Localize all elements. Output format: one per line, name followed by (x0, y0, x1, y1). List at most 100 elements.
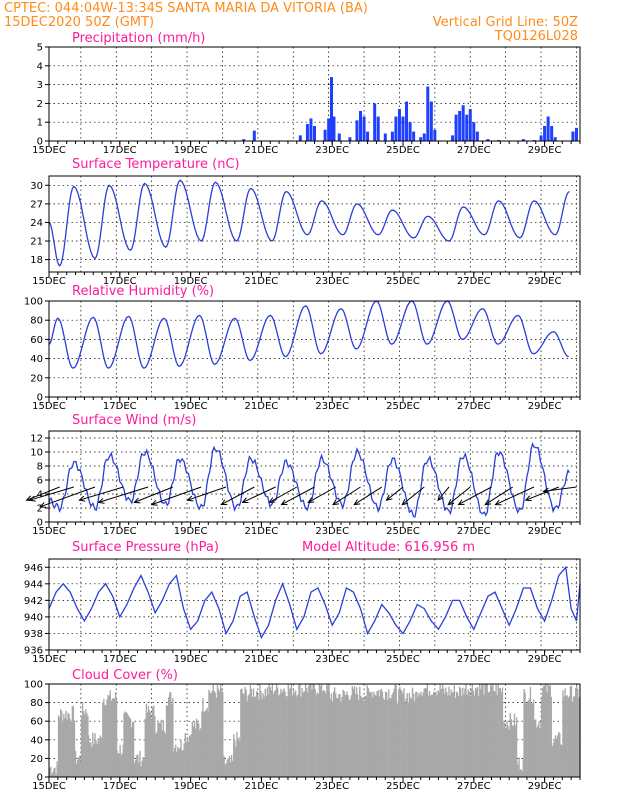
cloud-bar (50, 766, 52, 777)
cloud-cover-xtick-label: 19DEC (174, 781, 208, 792)
cloud-cover-xtick-label: 23DEC (315, 781, 349, 792)
cloud-bar (122, 744, 124, 777)
precipitation-ytick-label: 1 (37, 118, 43, 129)
wind-xtick-label: 19DEC (174, 526, 208, 537)
cloud-bar (443, 688, 445, 777)
cloud-bar (351, 686, 354, 777)
cloud-bar (66, 719, 68, 777)
temperature-xtick-label: 17DEC (103, 276, 137, 287)
cloud-bar (457, 696, 460, 777)
cloud-bar (259, 684, 261, 777)
wind-vector-head (332, 499, 340, 506)
cloud-bar (124, 711, 126, 777)
cloud-bar (530, 703, 533, 777)
cloud-bar (549, 685, 551, 777)
cloud-bar (221, 688, 223, 777)
cloud-bar (321, 691, 324, 777)
cloud-bar (509, 713, 511, 777)
precip-bar (550, 125, 554, 141)
cloud-bar (519, 769, 521, 777)
temperature-xtick-label: 19DEC (174, 276, 208, 287)
humidity-panel: Relative Humidity (%) 0 20 40 60 80 100 15DEC 17… (24, 284, 581, 412)
cloud-bar (546, 691, 548, 777)
cloud-bar (251, 697, 254, 777)
cloud-bar (137, 754, 139, 777)
cloud-bar (212, 684, 214, 777)
cloud-bar (173, 748, 176, 777)
wind-vector-head (220, 499, 228, 506)
cloud-bar (516, 760, 518, 777)
cloud-bar (390, 698, 392, 777)
cloud-bar (140, 766, 142, 777)
cloud-bar (127, 715, 129, 777)
cloud-bar (288, 689, 291, 777)
cloud-bar (282, 690, 284, 777)
cloud-bar (440, 689, 442, 777)
precip-bar (390, 131, 394, 141)
cloud-bar (74, 750, 77, 777)
cloud-bar (72, 705, 75, 777)
wind-vector-head (385, 494, 393, 501)
cloud-bar (358, 700, 360, 777)
cloud-bar (517, 764, 519, 777)
cloud-bar (536, 727, 538, 777)
cloud-bar (324, 690, 326, 777)
cloud-bar (504, 723, 506, 777)
cloud-bar (117, 753, 119, 777)
cloud-bar (552, 742, 555, 777)
cloud-bar (537, 725, 539, 777)
cloud-bar (194, 728, 197, 777)
precipitation-ytick-label: 2 (37, 99, 43, 110)
cloud-bar (320, 684, 323, 777)
wind-vector-head (280, 499, 288, 506)
cloud-bar (329, 698, 332, 777)
cloud-bar (567, 697, 569, 777)
cloud-bar (79, 755, 81, 777)
cloud-bar (315, 694, 317, 777)
temperature-xtick-label: 25DEC (386, 276, 420, 287)
precip-bar (458, 110, 462, 141)
cloud-bar (64, 718, 66, 777)
cloud-bar (540, 721, 542, 777)
cloud-bar (207, 712, 209, 777)
cloud-bar (547, 684, 549, 777)
cloud-bar (150, 718, 153, 777)
cloud-bar (308, 685, 310, 777)
cloud-bar (268, 684, 270, 777)
cloud-bar (155, 733, 157, 777)
cloud-bar (141, 760, 143, 777)
cloud-cover-xtick-label: 21DEC (245, 781, 279, 792)
cloud-bar (352, 689, 355, 777)
precip-bar (355, 120, 359, 141)
wind-ytick-label: 10 (30, 448, 43, 459)
cloud-bar (346, 691, 348, 777)
cloud-bar (523, 688, 525, 777)
pressure-xtick-label: 25DEC (386, 654, 420, 665)
cloud-bar (302, 692, 304, 777)
cloud-bar (507, 725, 509, 777)
cloud-bar (200, 728, 202, 777)
cloud-bar (328, 691, 331, 777)
precip-bar (309, 118, 313, 141)
cloud-bar (347, 695, 349, 777)
cloud-bar (469, 696, 471, 777)
cloud-bar (216, 684, 219, 777)
cloud-bar (454, 698, 457, 777)
temperature-ytick-label: 21 (30, 237, 43, 248)
cloud-bar (129, 718, 132, 777)
cloud-bar (423, 688, 425, 777)
precip-bar (366, 131, 370, 141)
cloud-bar (114, 692, 117, 777)
temperature-ytick-label: 27 (30, 199, 43, 210)
cloud-bar (275, 684, 278, 777)
cloud-bar (425, 688, 428, 777)
humidity-ytick-label: 100 (24, 297, 43, 308)
cloud-cover-xtick-label: 25DEC (386, 781, 420, 792)
cloud-bar (543, 685, 545, 777)
cloud-bar (429, 695, 432, 777)
wind-vector-head (133, 497, 141, 504)
cloud-bar (406, 693, 408, 777)
cloud-bar (422, 692, 424, 777)
cloud-bar (374, 694, 376, 777)
humidity-frame (48, 300, 581, 398)
